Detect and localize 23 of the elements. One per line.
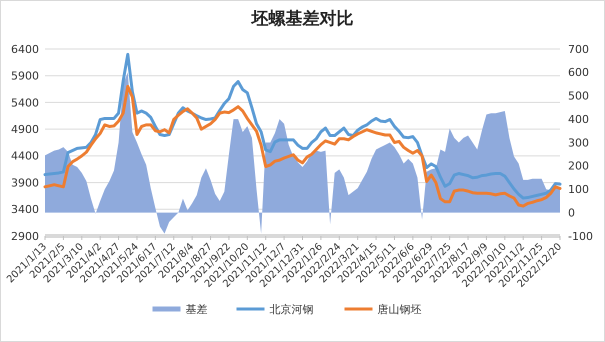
y-tick-label: 5900 <box>11 70 39 83</box>
y-tick-label: 5400 <box>11 96 39 110</box>
legend-label: 唐山钢坯 <box>378 302 422 316</box>
y2-tick-label: 100 <box>568 183 589 196</box>
y2-tick-label: 0 <box>568 206 575 220</box>
y2-tick-label: 300 <box>568 136 589 150</box>
y-tick-label: 6400 <box>11 42 39 56</box>
legend-label: 北京河钢 <box>270 302 314 316</box>
y2-tick-label: 600 <box>568 66 589 80</box>
y2-tick-label: 400 <box>568 112 589 126</box>
chart-title: 坯螺基差对比 <box>250 9 354 29</box>
y2-tick-label: 700 <box>568 42 589 56</box>
y-tick-label: 3400 <box>11 203 39 216</box>
y2-tick-label: -100 <box>568 230 593 243</box>
y-tick-label: 4900 <box>11 122 39 136</box>
y2-tick-label: 500 <box>568 90 589 103</box>
line-series <box>44 84 562 208</box>
y-tick-label: 3900 <box>11 176 39 190</box>
line-series <box>44 52 562 200</box>
y2-tick-label: 200 <box>568 160 589 173</box>
legend-label: 基差 <box>186 302 208 316</box>
y-tick-label: 2900 <box>11 230 39 243</box>
y-tick-label: 4400 <box>11 150 39 163</box>
